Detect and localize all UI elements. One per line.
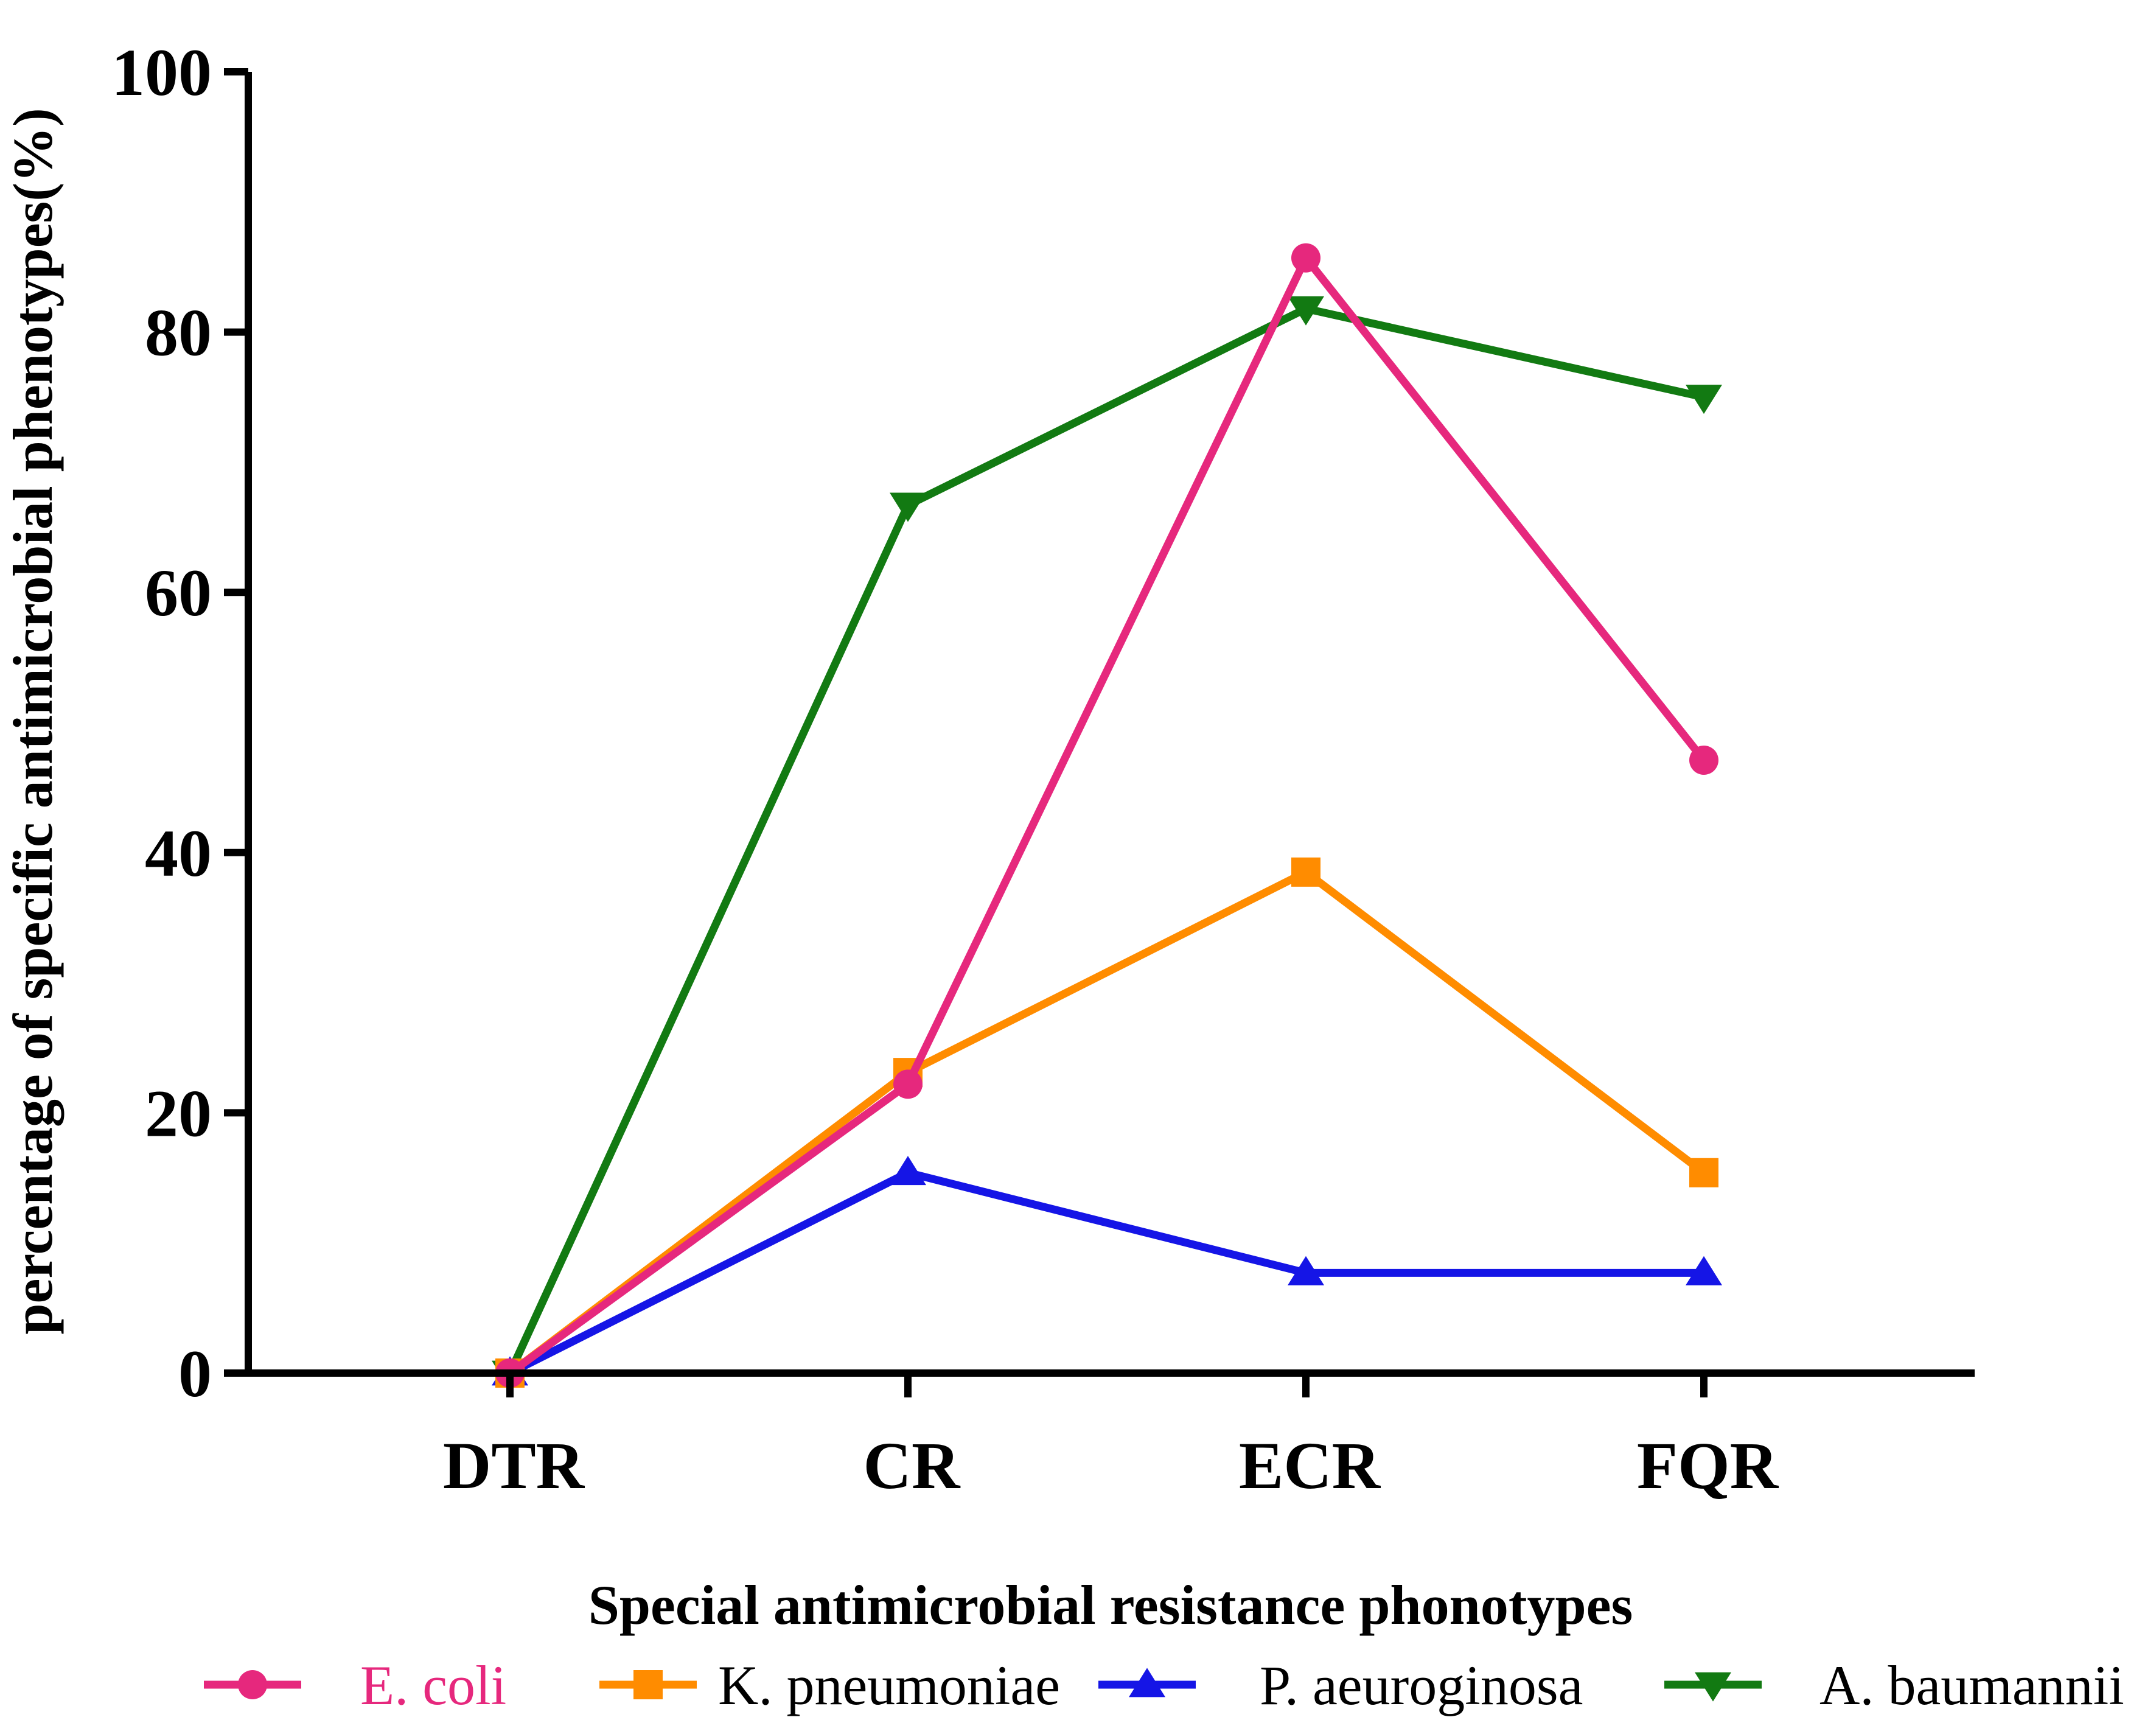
legend-label: A. baumannii bbox=[1819, 1654, 2124, 1716]
data-point bbox=[890, 1156, 926, 1186]
x-axis-ticks: DTR CR ECR FQR bbox=[443, 1373, 1779, 1503]
legend-label: E. coli bbox=[360, 1654, 506, 1716]
data-point bbox=[1288, 1256, 1324, 1285]
series-k-pneumoniae bbox=[495, 857, 1718, 1388]
legend-item-a-baumannii: A. baumannii bbox=[1664, 1654, 2124, 1716]
legend-marker bbox=[1129, 1668, 1165, 1697]
plot-area bbox=[492, 243, 1722, 1390]
y-tick-label: 0 bbox=[178, 1337, 212, 1411]
legend-item-p-aeuroginosa: P. aeuroginosa bbox=[1098, 1654, 1583, 1716]
legend-marker bbox=[1695, 1672, 1731, 1702]
series-line bbox=[506, 868, 1708, 1377]
data-point bbox=[1291, 857, 1320, 887]
data-point bbox=[1288, 296, 1324, 326]
data-point bbox=[1689, 746, 1718, 775]
data-point bbox=[1686, 385, 1722, 414]
legend-item-k-pneumoniae: K. pneumoniae bbox=[599, 1654, 1060, 1716]
series-line bbox=[506, 254, 1708, 1377]
series-e-coli bbox=[495, 243, 1718, 1388]
x-tick-label: CR bbox=[863, 1428, 961, 1503]
data-point bbox=[1689, 1158, 1718, 1187]
series-p-aeuroginosa bbox=[492, 1156, 1722, 1386]
data-point bbox=[893, 1069, 923, 1099]
legend-marker bbox=[633, 1670, 663, 1699]
legend-item-e-coli: E. coli bbox=[204, 1654, 506, 1716]
legend-marker bbox=[238, 1670, 267, 1699]
legend-label: P. aeuroginosa bbox=[1260, 1654, 1583, 1716]
y-tick-label: 100 bbox=[111, 35, 212, 110]
y-tick-label: 40 bbox=[145, 816, 212, 890]
legend: E. coli K. pneumoniae P. aeuroginosa A. bau… bbox=[204, 1654, 2124, 1716]
y-tick-label: 60 bbox=[145, 556, 212, 630]
x-tick-label: FQR bbox=[1637, 1428, 1779, 1503]
y-tick-label: 80 bbox=[145, 296, 212, 370]
data-point bbox=[890, 492, 926, 522]
series-line bbox=[506, 1169, 1708, 1377]
legend-label: K. pneumoniae bbox=[718, 1654, 1060, 1716]
data-point bbox=[1291, 243, 1320, 273]
y-tick-label: 20 bbox=[145, 1076, 212, 1150]
y-axis-title: percentage of specific antimicrobial phe… bbox=[2, 108, 64, 1334]
x-tick-label: DTR bbox=[443, 1428, 585, 1503]
series-line bbox=[506, 304, 1708, 1377]
data-point bbox=[1686, 1256, 1722, 1285]
x-axis-title: Special antimicrobial resistance phonoty… bbox=[588, 1574, 1633, 1636]
y-axis-ticks: 0 20 40 60 80 100 bbox=[111, 35, 248, 1411]
x-tick-label: ECR bbox=[1239, 1428, 1381, 1503]
axes: 0 20 40 60 80 100 DTR CR ECR FQR bbox=[111, 35, 1975, 1503]
